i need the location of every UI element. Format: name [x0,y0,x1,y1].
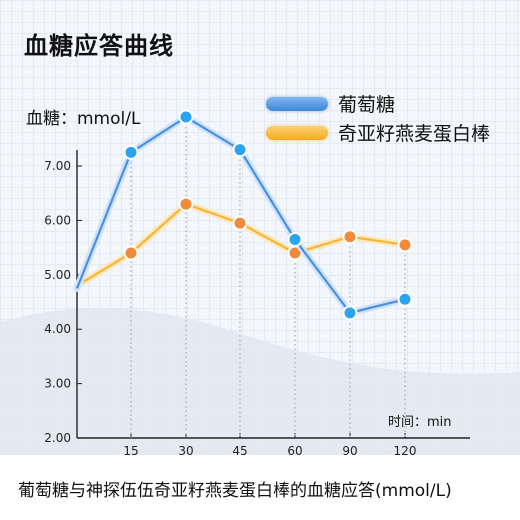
series-point-0 [232,142,248,158]
series-point-1 [232,215,248,231]
legend-item-bar: 奇亚籽燕麦蛋白棒 [266,119,490,146]
legend-swatch-bar [266,125,328,140]
series-point-1 [397,237,413,253]
legend-item-glucose: 葡萄糖 [266,90,395,117]
legend-label-bar: 奇亚籽燕麦蛋白棒 [338,123,491,145]
x-tick-label: 60 [287,444,302,458]
x-tick-label: 30 [178,444,193,458]
x-axis-label: 时间：min [388,415,452,430]
y-tick-label: 5.00 [44,268,71,282]
y-tick-label: 2.00 [44,431,71,445]
y-tick-label: 7.00 [44,159,71,173]
series-point-1 [123,245,139,261]
chart-caption: 葡萄糖与神探伍伍奇亚籽燕麦蛋白棒的血糖应答(mmol/L) [18,481,452,501]
y-tick-label: 3.00 [44,377,71,391]
x-tick-label: 120 [394,444,417,458]
series-point-1 [342,229,358,245]
chart-title: 血糖应答曲线 [24,32,174,60]
x-tick-label: 45 [232,444,247,458]
series-point-1 [178,196,194,212]
series-point-0 [397,291,413,307]
y-tick-label: 4.00 [44,322,71,336]
series-point-0 [123,144,139,160]
series-point-0 [287,231,303,247]
series-point-0 [342,305,358,321]
series-point-0 [178,109,194,125]
legend-swatch-glucose [266,96,328,111]
legend-label-glucose: 葡萄糖 [338,94,396,116]
x-tick-label: 15 [123,444,138,458]
y-axis-label: 血糖：mmol/L [26,109,141,129]
y-tick-label: 6.00 [44,213,71,227]
x-tick-label: 90 [342,444,357,458]
